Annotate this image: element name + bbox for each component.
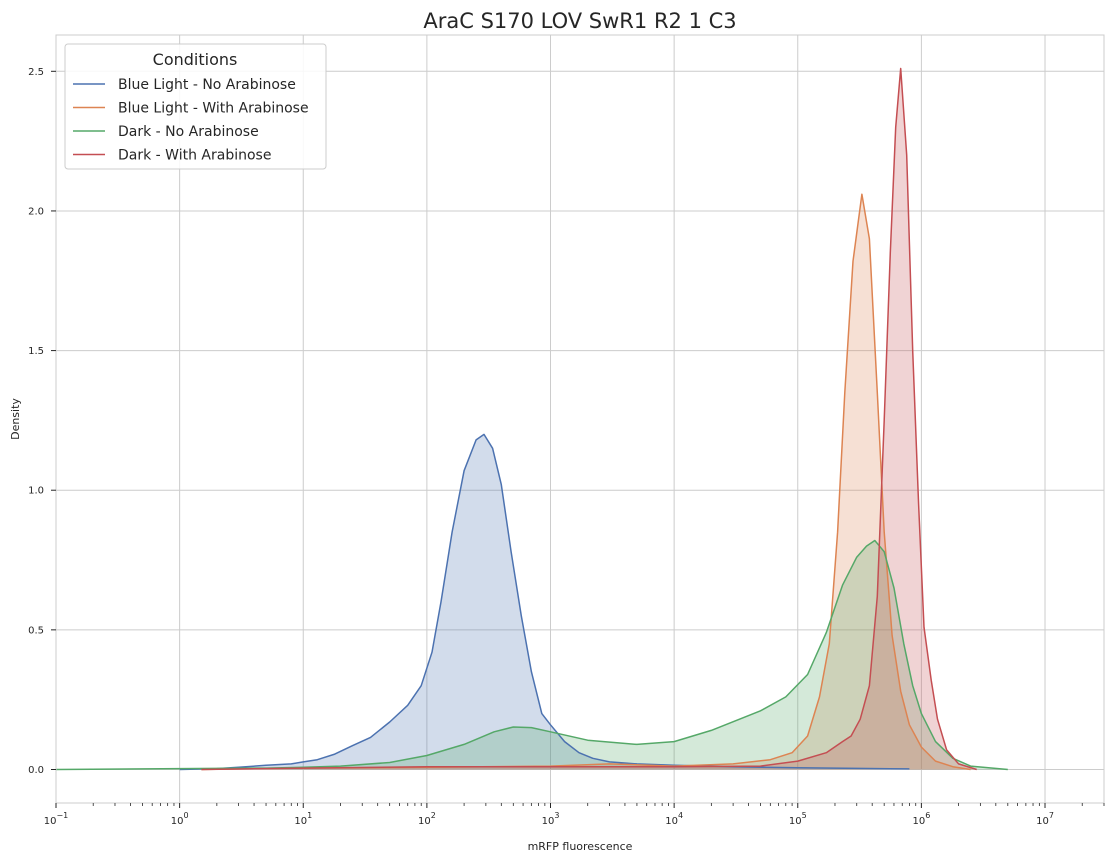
series-areas <box>56 68 1008 770</box>
x-tick-label: 10−1 <box>44 811 69 827</box>
x-tick-label: 102 <box>418 811 436 827</box>
series-line-0 <box>179 433 910 771</box>
series-area-3 <box>201 68 977 770</box>
chart-title: AraC S170 LOV SwR1 R2 1 C3 <box>423 9 736 33</box>
series-line-3 <box>201 67 977 771</box>
series-line-1 <box>201 193 971 771</box>
axis-ticks: 10−1 100 101 102 103 104 105 106 107 0.0 0.5 1.0 1.5… <box>28 67 1105 827</box>
x-axis-label: mRFP fluorescence <box>528 840 633 853</box>
x-tick-label: 104 <box>665 811 683 827</box>
x-tick-label: 100 <box>171 811 189 827</box>
x-tick-label: 106 <box>912 811 930 827</box>
legend: Conditions Blue Light - No Arabinose Blue… <box>64 43 327 170</box>
y-axis-label: Density <box>9 398 22 440</box>
legend-label-3: Dark - With Arabinose <box>118 148 271 164</box>
series-lines <box>55 67 1008 771</box>
series-area-1 <box>201 194 971 770</box>
plot-frame <box>55 34 1105 804</box>
legend-label-0: Blue Light - No Arabinose <box>118 77 296 93</box>
x-tick-label: 101 <box>294 811 312 827</box>
y-tick-label: 1.0 <box>28 486 44 497</box>
legend-box <box>64 43 327 170</box>
series-line-2 <box>55 539 1008 771</box>
x-tick-label: 103 <box>542 811 560 827</box>
x-tick-label: 107 <box>1036 811 1054 827</box>
y-tick-label: 2.5 <box>28 67 44 78</box>
y-tick-label: 1.5 <box>28 346 44 357</box>
y-tick-label: 0.5 <box>28 625 44 636</box>
legend-label-1: Blue Light - With Arabinose <box>118 101 309 117</box>
legend-title: Conditions <box>153 50 238 69</box>
y-tick-label: 0.0 <box>28 765 44 776</box>
series-area-2 <box>56 540 1008 770</box>
x-tick-label: 105 <box>789 811 807 827</box>
y-tick-label: 2.0 <box>28 206 44 217</box>
legend-label-2: Dark - No Arabinose <box>118 124 259 140</box>
